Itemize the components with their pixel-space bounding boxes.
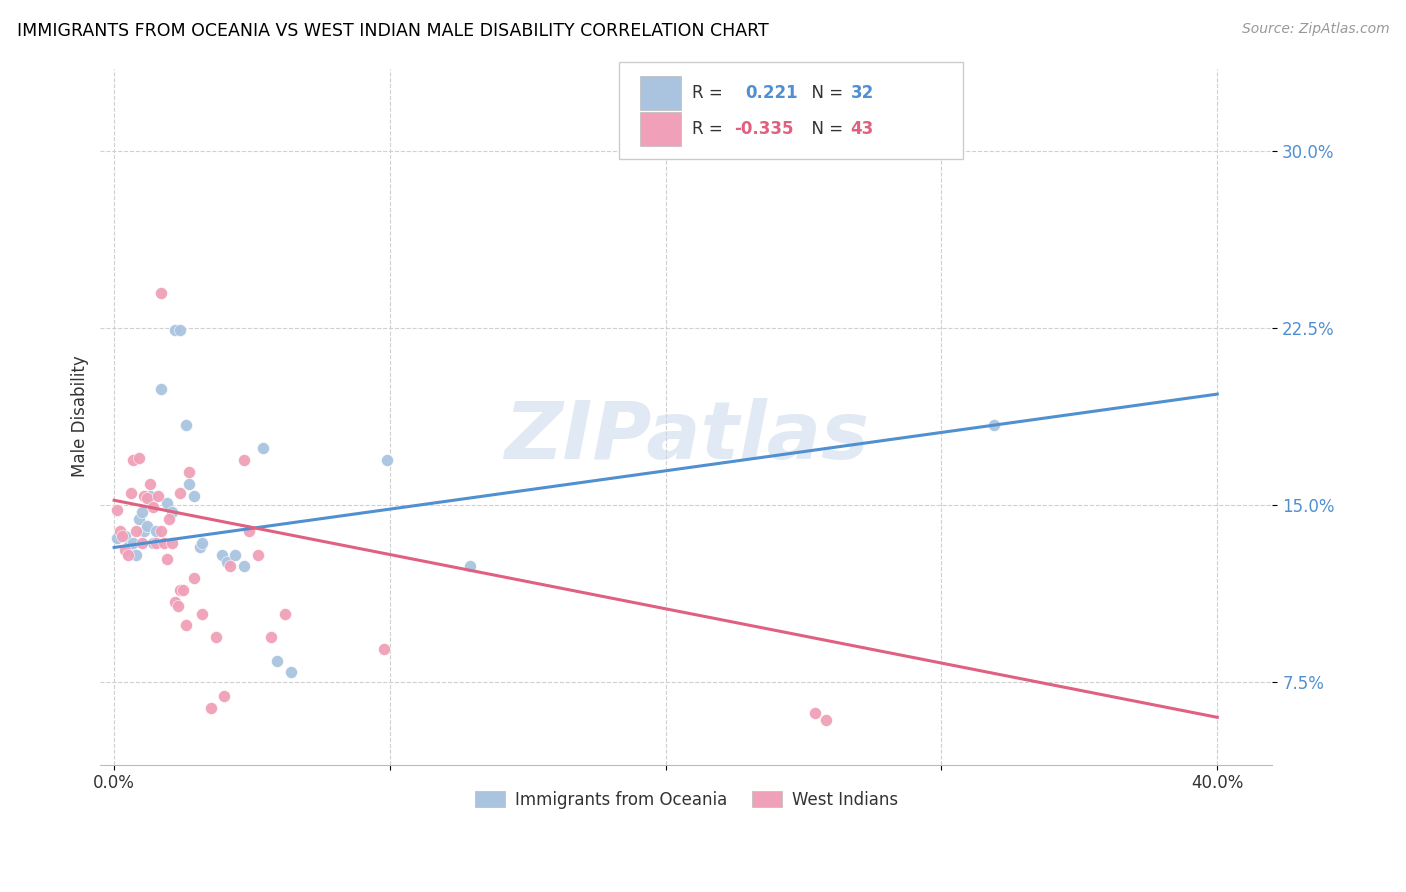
Point: [105, 531, 128, 545]
Text: 32: 32: [851, 84, 875, 102]
Point: [191, 535, 214, 549]
Point: [128, 450, 150, 465]
Point: [163, 595, 186, 609]
Point: [274, 607, 297, 621]
Y-axis label: Male Disability: Male Disability: [72, 356, 89, 477]
Point: [191, 607, 214, 621]
Text: 43: 43: [851, 120, 875, 137]
Text: ZIPatlas: ZIPatlas: [503, 399, 869, 476]
Point: [152, 535, 174, 549]
Point: [814, 713, 837, 727]
Point: [122, 453, 145, 467]
Point: [148, 489, 170, 503]
Point: [232, 559, 254, 574]
Point: [117, 548, 139, 562]
Point: [125, 548, 148, 562]
Point: [150, 285, 173, 300]
Point: [188, 541, 211, 555]
Point: [131, 505, 153, 519]
Point: [260, 630, 283, 644]
Text: N =: N =: [801, 84, 849, 102]
Point: [205, 630, 228, 644]
Point: [174, 417, 197, 432]
Text: R =: R =: [692, 84, 733, 102]
Point: [169, 323, 191, 337]
Point: [155, 552, 177, 566]
Point: [163, 323, 186, 337]
Point: [219, 559, 242, 574]
Point: [232, 453, 254, 467]
Point: [174, 618, 197, 632]
Point: [266, 654, 288, 668]
Text: R =: R =: [692, 120, 728, 137]
Point: [280, 665, 302, 680]
Point: [183, 571, 205, 585]
Point: [139, 476, 162, 491]
Point: [177, 476, 200, 491]
Text: 0.221: 0.221: [745, 84, 797, 102]
Text: -0.335: -0.335: [734, 120, 793, 137]
Point: [200, 701, 222, 715]
Point: [108, 524, 131, 538]
Point: [246, 548, 269, 562]
Point: [803, 706, 825, 720]
Point: [238, 524, 260, 538]
Point: [375, 453, 398, 467]
Point: [177, 465, 200, 479]
Text: Source: ZipAtlas.com: Source: ZipAtlas.com: [1241, 22, 1389, 37]
Point: [224, 548, 246, 562]
Point: [120, 486, 142, 500]
Point: [142, 500, 165, 515]
Point: [172, 582, 194, 597]
Point: [128, 512, 150, 526]
Point: [136, 519, 159, 533]
Point: [145, 524, 167, 538]
Point: [211, 548, 233, 562]
Point: [157, 512, 180, 526]
Point: [150, 524, 173, 538]
Point: [131, 535, 153, 549]
Point: [214, 689, 236, 703]
Point: [105, 502, 128, 516]
Point: [160, 505, 183, 519]
Point: [117, 541, 139, 555]
Text: N =: N =: [801, 120, 849, 137]
Point: [169, 582, 191, 597]
Point: [139, 489, 162, 503]
Point: [183, 489, 205, 503]
Text: IMMIGRANTS FROM OCEANIA VS WEST INDIAN MALE DISABILITY CORRELATION CHART: IMMIGRANTS FROM OCEANIA VS WEST INDIAN M…: [17, 22, 769, 40]
Point: [114, 542, 136, 557]
Point: [155, 495, 177, 509]
Point: [145, 535, 167, 549]
Point: [373, 641, 395, 656]
Point: [122, 535, 145, 549]
Point: [166, 599, 188, 614]
Legend: Immigrants from Oceania, West Indians: Immigrants from Oceania, West Indians: [468, 784, 904, 815]
Point: [134, 524, 156, 538]
Point: [125, 524, 148, 538]
Point: [160, 535, 183, 549]
Point: [134, 489, 156, 503]
Point: [169, 486, 191, 500]
Point: [983, 417, 1005, 432]
Point: [114, 529, 136, 543]
Point: [111, 529, 134, 543]
Point: [136, 491, 159, 505]
Point: [458, 559, 481, 574]
Point: [150, 383, 173, 397]
Point: [142, 535, 165, 549]
Point: [217, 555, 239, 569]
Point: [252, 442, 274, 456]
